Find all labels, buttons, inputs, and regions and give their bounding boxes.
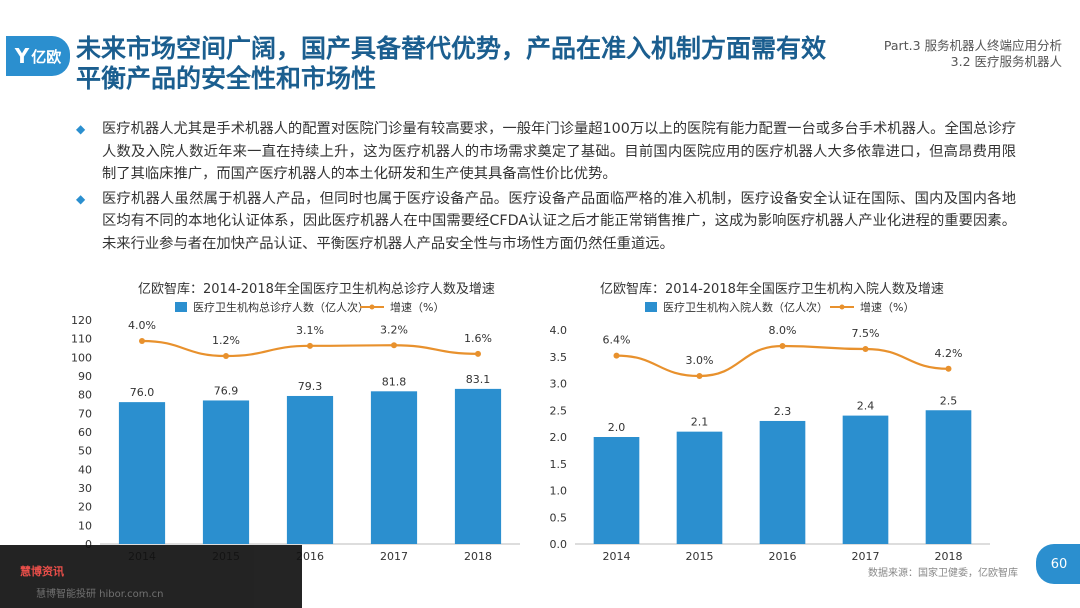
bar-value-label: 83.1 (466, 373, 491, 386)
growth-value-label: 1.2% (212, 334, 240, 347)
growth-value-label: 3.0% (686, 354, 714, 367)
growth-point (613, 352, 620, 359)
growth-point (945, 365, 952, 372)
bullet-item: 医疗机器人虽然属于机器人产品，但同时也属于医疗设备产品。医疗设备产品面临严格的准… (76, 188, 1016, 256)
growth-value-label: 4.2% (935, 347, 963, 360)
y-tick-label: 0.0 (550, 538, 568, 551)
bar (676, 431, 723, 544)
growth-point (223, 353, 229, 359)
bar-value-label: 81.8 (382, 375, 407, 388)
x-tick-label: 2015 (686, 550, 714, 563)
x-tick-label: 2018 (935, 550, 963, 563)
y-tick-label: 1.0 (550, 485, 568, 498)
y-tick-label: 1.5 (550, 458, 568, 471)
growth-point (475, 350, 481, 357)
x-tick-label: 2017 (380, 550, 408, 563)
bar-value-label: 2.5 (940, 394, 958, 407)
bar (370, 391, 418, 544)
bar-value-label: 2.0 (608, 421, 626, 434)
bar-value-label: 76.0 (130, 386, 155, 399)
x-tick-label: 2018 (464, 550, 492, 563)
bullet-list: 医疗机器人尤其是手术机器人的配置对医院门诊量有较高要求，一般年门诊量超100万以… (76, 118, 1016, 257)
x-tick-label: 2016 (296, 550, 324, 563)
bar (454, 388, 502, 544)
section-label: 3.2 医疗服务机器人 (950, 54, 1062, 69)
bar-value-label: 79.3 (298, 380, 323, 393)
legend-line-marker (839, 304, 845, 310)
growth-value-label: 4.0% (128, 319, 156, 332)
x-tick-label: 2017 (852, 550, 880, 563)
legend-line-label: 增速（%） (860, 300, 914, 314)
y-tick-label: 0 (85, 538, 92, 551)
y-tick-label: 60 (78, 426, 92, 439)
legend-line-label: 增速（%） (390, 300, 444, 314)
y-tick-label: 80 (78, 389, 92, 402)
chart-title-admissions: 亿欧智库：2014-2018年全国医疗卫生机构入院人数及增速 (600, 282, 944, 297)
bar (925, 410, 972, 544)
y-tick-label: 90 (78, 370, 92, 383)
y-tick-label: 3.5 (550, 351, 568, 364)
growth-line (616, 344, 949, 378)
x-tick-label: 2014 (603, 550, 631, 563)
y-tick-label: 2.5 (550, 404, 568, 417)
growth-value-label: 6.4% (603, 334, 631, 347)
legend-bar-label: 医疗卫生机构入院人数（亿人次） (663, 300, 828, 314)
legend-bar-label: 医疗卫生机构总诊疗人数（亿人次） (193, 300, 369, 314)
growth-value-label: 1.6% (464, 332, 492, 345)
growth-value-label: 8.0% (769, 324, 797, 337)
bar-value-label: 76.9 (214, 384, 239, 397)
y-tick-label: 70 (78, 407, 92, 420)
bar (593, 437, 640, 544)
growth-value-label: 3.2% (380, 323, 408, 336)
y-tick-label: 3.0 (550, 378, 568, 391)
page-title: 未来市场空间广阔，国产具备替代优势，产品在准入机制方面需有效平衡产品的安全性和市… (76, 34, 827, 93)
chart-admissions: 医疗卫生机构入院人数（亿人次） 增速（%） 0.0 0.5 1.0 1.5 2.0 2.5 3.… (550, 300, 990, 563)
bar (759, 420, 806, 544)
logo-y-icon: Y (14, 44, 30, 68)
bar (118, 402, 166, 544)
growth-point (391, 342, 397, 349)
legend-bar-swatch (645, 302, 657, 312)
part-label: Part.3 服务机器人终端应用分析 (883, 38, 1062, 53)
growth-point (307, 342, 313, 349)
bar-value-label: 2.4 (857, 400, 875, 413)
growth-point (862, 346, 869, 352)
bullet-item: 医疗机器人尤其是手术机器人的配置对医院门诊量有较高要求，一般年门诊量超100万以… (76, 118, 1016, 186)
section-info: Part.3 服务机器人终端应用分析 3.2 医疗服务机器人 (884, 38, 1062, 70)
growth-point (779, 343, 786, 349)
growth-value-label: 7.5% (852, 327, 880, 340)
watermark-title: 慧博资讯 (20, 565, 64, 578)
growth-point (696, 373, 703, 379)
y-tick-label: 10 (78, 519, 92, 532)
bar-value-label: 2.3 (774, 405, 792, 418)
y-tick-label: 40 (78, 463, 92, 476)
growth-value-label: 3.1% (296, 324, 324, 337)
x-tick-label: 2016 (769, 550, 797, 563)
y-tick-label: 100 (71, 351, 92, 364)
legend-bar-swatch (175, 302, 187, 312)
legend-line-marker (369, 304, 375, 310)
bar (842, 415, 889, 544)
source-note: 数据来源：国家卫健委，亿欧智库 (868, 568, 1018, 579)
y-tick-label: 0.5 (550, 511, 568, 524)
y-tick-label: 4.0 (550, 324, 568, 337)
y-tick-label: 50 (78, 445, 92, 458)
bar (202, 400, 250, 544)
y-tick-label: 20 (78, 501, 92, 514)
watermark-overlay: 慧博资讯 慧博智能投研 hibor.com.cn (0, 545, 302, 608)
y-tick-label: 120 (71, 314, 92, 327)
yiou-logo: Y 亿欧 (6, 36, 70, 76)
y-tick-label: 30 (78, 482, 92, 495)
bar-value-label: 2.1 (691, 416, 709, 429)
chart-title-visits: 亿欧智库：2014-2018年全国医疗卫生机构总诊疗人数及增速 (138, 282, 495, 297)
y-tick-label: 110 (71, 333, 92, 346)
growth-point (139, 338, 145, 344)
watermark-subtitle: 慧博智能投研 hibor.com.cn (36, 589, 164, 600)
chart-total-visits: 医疗卫生机构总诊疗人数（亿人次） 增速（%） 0 10 20 30 40 50 60 70 80 90… (71, 300, 520, 563)
logo-text: 亿欧 (31, 47, 62, 66)
bar (286, 395, 334, 544)
y-tick-label: 2.0 (550, 431, 568, 444)
page-number: 60 (1036, 544, 1080, 584)
